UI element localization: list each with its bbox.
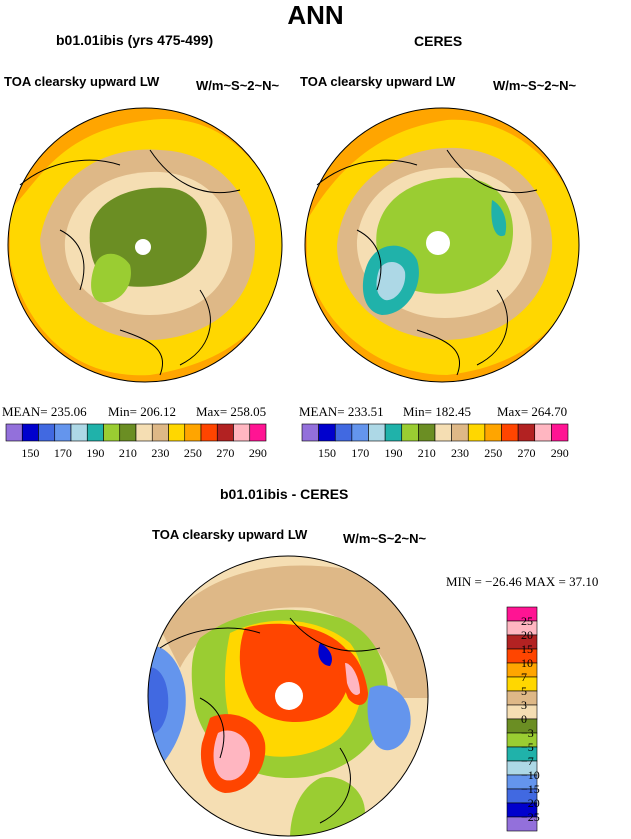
panel1-colorbar-swatch [5,423,23,442]
panel1-colorbar: 150 170 190 210 230 250 270 290 [5,423,267,460]
panel2-colorbar-label: 270 [517,446,535,460]
diff-colorbar-label: 15 [521,642,533,656]
panel1-colorbar-swatch [135,423,153,442]
panel1-map [7,107,283,383]
panel2-colorbar-label: 250 [484,446,502,460]
diff-colorbar-label: 25 [521,614,533,628]
panel2-colorbar-swatch [368,423,386,442]
diff-variable-label: TOA clearsky upward LW [152,527,308,542]
diff-colorbar-label: 20 [521,628,533,642]
diff-colorbar-label: −3 [521,726,534,740]
diff-colorbar-label: 0 [521,712,527,726]
panel2-colorbar-swatch [334,423,353,442]
panel1-colorbar-swatch [103,423,121,442]
diff-colorbar-label: −25 [521,810,540,824]
panel2-colorbar-swatch [484,423,502,442]
panel1-colorbar-label: 170 [54,446,72,460]
panel2-colorbar-swatch [501,423,519,442]
panel2-colorbar: 150 170 190 210 230 250 270 290 [301,423,569,460]
panel1-colorbar-label: 250 [184,446,202,460]
panel1-colorbar-swatch [184,423,202,442]
diff-colorbar-label: 3 [521,698,527,712]
panel2-colorbar-swatch [301,423,319,442]
panel2-colorbar-label: 190 [384,446,402,460]
diff-colorbar-swatch [506,816,538,832]
panel1-colorbar-label: 270 [216,446,234,460]
panel1-colorbar-label: 230 [151,446,169,460]
main-title: ANN [287,0,344,30]
panel1-colorbar-swatch [151,423,169,442]
panel2-colorbar-label: 150 [318,446,336,460]
diff-colorbar-label: −10 [521,768,540,782]
diff-colorbar-label: 5 [521,684,527,698]
diff-title: b01.01ibis - CERES [220,486,349,502]
panel2-colorbar-swatch [467,423,486,442]
panel2-min: Min= 182.45 [403,404,472,419]
panel1-colorbar-swatch [168,423,186,442]
diff-map [147,555,429,837]
panel2-colorbar-label: 210 [418,446,436,460]
panel2-colorbar-swatch [418,423,436,442]
panel2-colorbar-swatch [351,423,369,442]
panel1-units-label: W/m~S~2~N~ [196,78,280,93]
panel1-min: Min= 206.12 [108,404,177,419]
panel1-colorbar-label: 150 [21,446,39,460]
panel2-map [304,107,580,383]
panel1-colorbar-swatch [216,423,234,442]
diff-colorbar-label: 7 [521,670,527,684]
panel2-colorbar-swatch [318,423,336,442]
panel1-max: Max= 258.05 [196,404,267,419]
panel2-colorbar-label: 170 [351,446,369,460]
panel2-colorbar-label: 230 [451,446,469,460]
panel1-colorbar-swatch [54,423,72,442]
panel2-colorbar-swatch [384,423,403,442]
panel1-colorbar-swatch [86,423,104,442]
panel2-units-label: W/m~S~2~N~ [493,78,577,93]
panel2-colorbar-swatch [517,423,536,442]
panel2-colorbar-swatch [434,423,452,442]
diff-colorbar-label: −20 [521,796,540,810]
panel1-colorbar-swatch [21,423,39,442]
panel1-colorbar-swatch [200,423,218,442]
panel2-colorbar-swatch [534,423,552,442]
diff-colorbar-label: 10 [521,656,533,670]
panel2-colorbar-label: 290 [551,446,569,460]
panel1-colorbar-label: 190 [86,446,104,460]
panel2-colorbar-swatch [401,423,419,442]
panel2-mean: MEAN= 233.51 [299,404,384,419]
diff-units-label: W/m~S~2~N~ [343,531,427,546]
panel2-max: Max= 264.70 [497,404,568,419]
panel1-mean: MEAN= 235.06 [2,404,87,419]
diff-min-max: MIN = −26.46 MAX = 37.10 [446,574,599,589]
panel1-title: b01.01ibis (yrs 475-499) [56,32,214,48]
panel1-colorbar-swatch [38,423,56,442]
diff-colorbar-label: −7 [521,754,534,768]
diff-colorbar-label: −15 [521,782,540,796]
panel2-colorbar-swatch [551,423,569,442]
panel1-colorbar-swatch [70,423,88,442]
panel1-colorbar-swatch [119,423,137,442]
panel1-variable-label: TOA clearsky upward LW [4,74,160,89]
panel1-colorbar-swatch [249,423,267,442]
panel2-variable-label: TOA clearsky upward LW [300,74,456,89]
panel1-colorbar-swatch [233,423,251,442]
panel1-colorbar-label: 210 [119,446,137,460]
panel2-colorbar-swatch [451,423,469,442]
panel1-colorbar-label: 290 [249,446,267,460]
panel2-title: CERES [414,33,463,49]
diff-colorbar-label: −5 [521,740,534,754]
